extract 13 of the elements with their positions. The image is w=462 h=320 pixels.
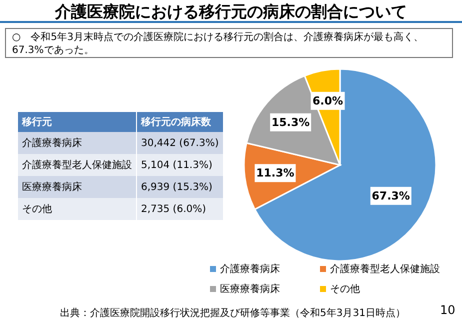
chart-subtitle: ○ 令和5年3月末時点での介護医療院における移行元の割合は、介護療養病床が最も高く、67.3%であった。 — [5, 28, 453, 58]
legend-label: その他 — [329, 283, 361, 296]
data-label: 67.3% — [372, 189, 410, 202]
data-label: 6.0% — [312, 94, 344, 108]
legend-label: 介護療養病床 — [219, 262, 281, 276]
text: 10 — [440, 303, 456, 317]
chart-title: 介護医療院における移行元の病床の割合について — [54, 2, 408, 23]
source-table: 移行元 移行元の病床数 介護療養病床 30,442 (67.3%) 介護療養型老人保健施設 5,104 (11.3%) 医療療養病床 6,939 (15.3%) その他 2,735 (6.0%) — [18, 112, 223, 220]
data-label: 15.3% — [272, 116, 310, 129]
source-note: 出典：介護医療院開設移行状況把握及び研修等事業（令和5年3月31日時点） — [60, 306, 406, 320]
legend-label: 医療療養病床 — [219, 282, 281, 296]
legend-label: 介護療養型老人保健施設 — [329, 262, 441, 276]
data-label: 11.3% — [256, 166, 294, 180]
